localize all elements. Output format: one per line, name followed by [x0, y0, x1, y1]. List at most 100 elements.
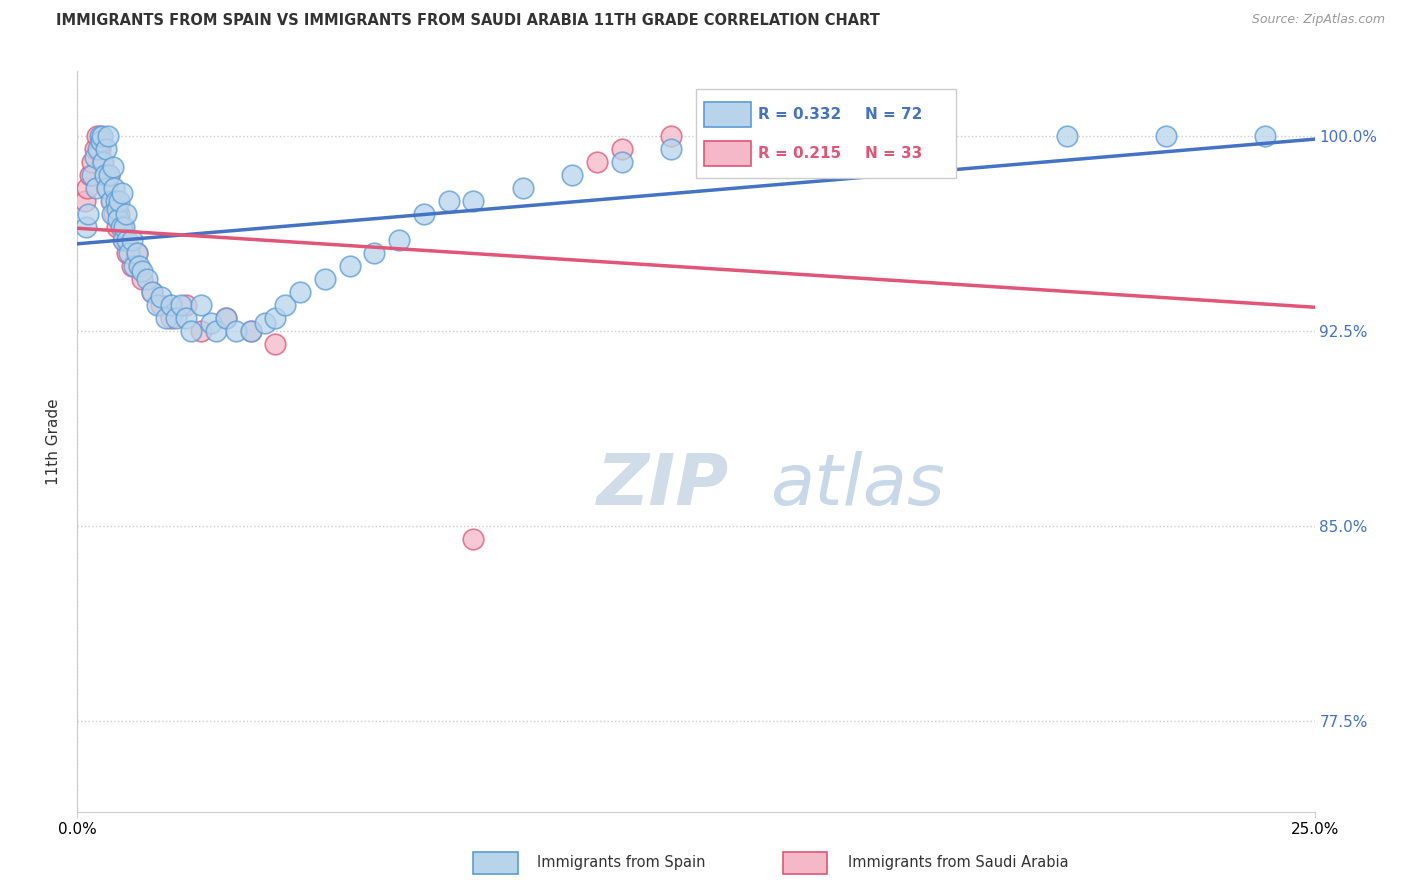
- Point: [83, 150, 105, 164]
- Point: [659, 142, 682, 156]
- Point: [174, 298, 197, 312]
- Point: [107, 212, 129, 227]
- Y-axis label: 11th Grade: 11th Grade: [46, 398, 62, 485]
- Point: [215, 311, 238, 326]
- FancyBboxPatch shape: [704, 102, 751, 127]
- Text: IMMIGRANTS FROM SPAIN VS IMMIGRANTS FROM SAUDI ARABIA 11TH GRADE CORRELATION CHA: IMMIGRANTS FROM SPAIN VS IMMIGRANTS FROM…: [56, 13, 880, 29]
- Point: [463, 532, 485, 546]
- Point: [83, 142, 105, 156]
- Point: [145, 298, 167, 312]
- Point: [96, 181, 118, 195]
- Point: [115, 246, 138, 260]
- Point: [205, 324, 228, 338]
- Text: R = 0.215: R = 0.215: [758, 146, 842, 161]
- Point: [96, 181, 118, 195]
- Text: ZIP: ZIP: [598, 451, 730, 520]
- Point: [610, 155, 633, 169]
- Point: [86, 129, 108, 144]
- FancyBboxPatch shape: [696, 89, 956, 178]
- Point: [121, 259, 143, 273]
- Point: [512, 181, 534, 195]
- Point: [115, 233, 138, 247]
- Point: [610, 142, 633, 156]
- Point: [118, 246, 141, 260]
- Point: [89, 129, 111, 144]
- Point: [84, 181, 107, 195]
- Text: atlas: atlas: [770, 451, 945, 520]
- Point: [104, 194, 127, 209]
- Point: [170, 298, 193, 312]
- Point: [90, 135, 112, 149]
- Point: [76, 181, 98, 195]
- Point: [1154, 129, 1177, 144]
- Point: [91, 155, 114, 169]
- Point: [1056, 129, 1078, 144]
- Point: [98, 168, 121, 182]
- Point: [101, 207, 124, 221]
- Point: [239, 324, 262, 338]
- Point: [180, 324, 202, 338]
- Point: [105, 202, 128, 216]
- Point: [561, 168, 583, 182]
- Point: [254, 316, 277, 330]
- Text: N = 72: N = 72: [865, 107, 922, 121]
- Point: [111, 233, 134, 247]
- Point: [101, 194, 124, 209]
- FancyBboxPatch shape: [474, 852, 517, 874]
- Point: [110, 220, 132, 235]
- Point: [141, 285, 163, 300]
- Point: [82, 155, 104, 169]
- Point: [225, 324, 247, 338]
- Point: [288, 285, 311, 300]
- Point: [112, 233, 135, 247]
- Point: [82, 168, 104, 182]
- Point: [135, 272, 157, 286]
- Point: [114, 207, 136, 221]
- Point: [264, 337, 287, 351]
- Point: [314, 272, 336, 286]
- Text: N = 33: N = 33: [865, 146, 922, 161]
- Point: [75, 220, 97, 235]
- Point: [155, 311, 177, 326]
- Point: [239, 324, 262, 338]
- Point: [79, 168, 101, 182]
- Text: Immigrants from Spain: Immigrants from Spain: [537, 855, 706, 870]
- Point: [150, 298, 173, 312]
- FancyBboxPatch shape: [783, 852, 827, 874]
- Point: [160, 298, 183, 312]
- Point: [108, 194, 131, 209]
- Point: [141, 285, 163, 300]
- Point: [94, 142, 117, 156]
- Point: [93, 168, 115, 182]
- FancyBboxPatch shape: [704, 141, 751, 166]
- Point: [125, 246, 148, 260]
- Point: [131, 264, 153, 278]
- Point: [73, 194, 96, 209]
- Point: [91, 129, 114, 144]
- Point: [125, 246, 148, 260]
- Point: [165, 311, 187, 326]
- Point: [103, 207, 125, 221]
- Point: [112, 220, 135, 235]
- Point: [105, 220, 128, 235]
- Point: [89, 142, 111, 156]
- Point: [160, 311, 183, 326]
- Point: [710, 129, 733, 144]
- Point: [437, 194, 460, 209]
- Point: [264, 311, 287, 326]
- Text: Source: ZipAtlas.com: Source: ZipAtlas.com: [1251, 13, 1385, 27]
- Point: [174, 311, 197, 326]
- Point: [111, 186, 134, 201]
- Point: [858, 129, 880, 144]
- Point: [111, 220, 134, 235]
- Point: [274, 298, 297, 312]
- Point: [108, 207, 131, 221]
- Point: [759, 129, 782, 144]
- Point: [121, 233, 143, 247]
- Point: [122, 259, 145, 273]
- Point: [339, 259, 361, 273]
- Point: [100, 194, 122, 209]
- Point: [87, 142, 110, 156]
- Point: [190, 324, 212, 338]
- Point: [131, 272, 153, 286]
